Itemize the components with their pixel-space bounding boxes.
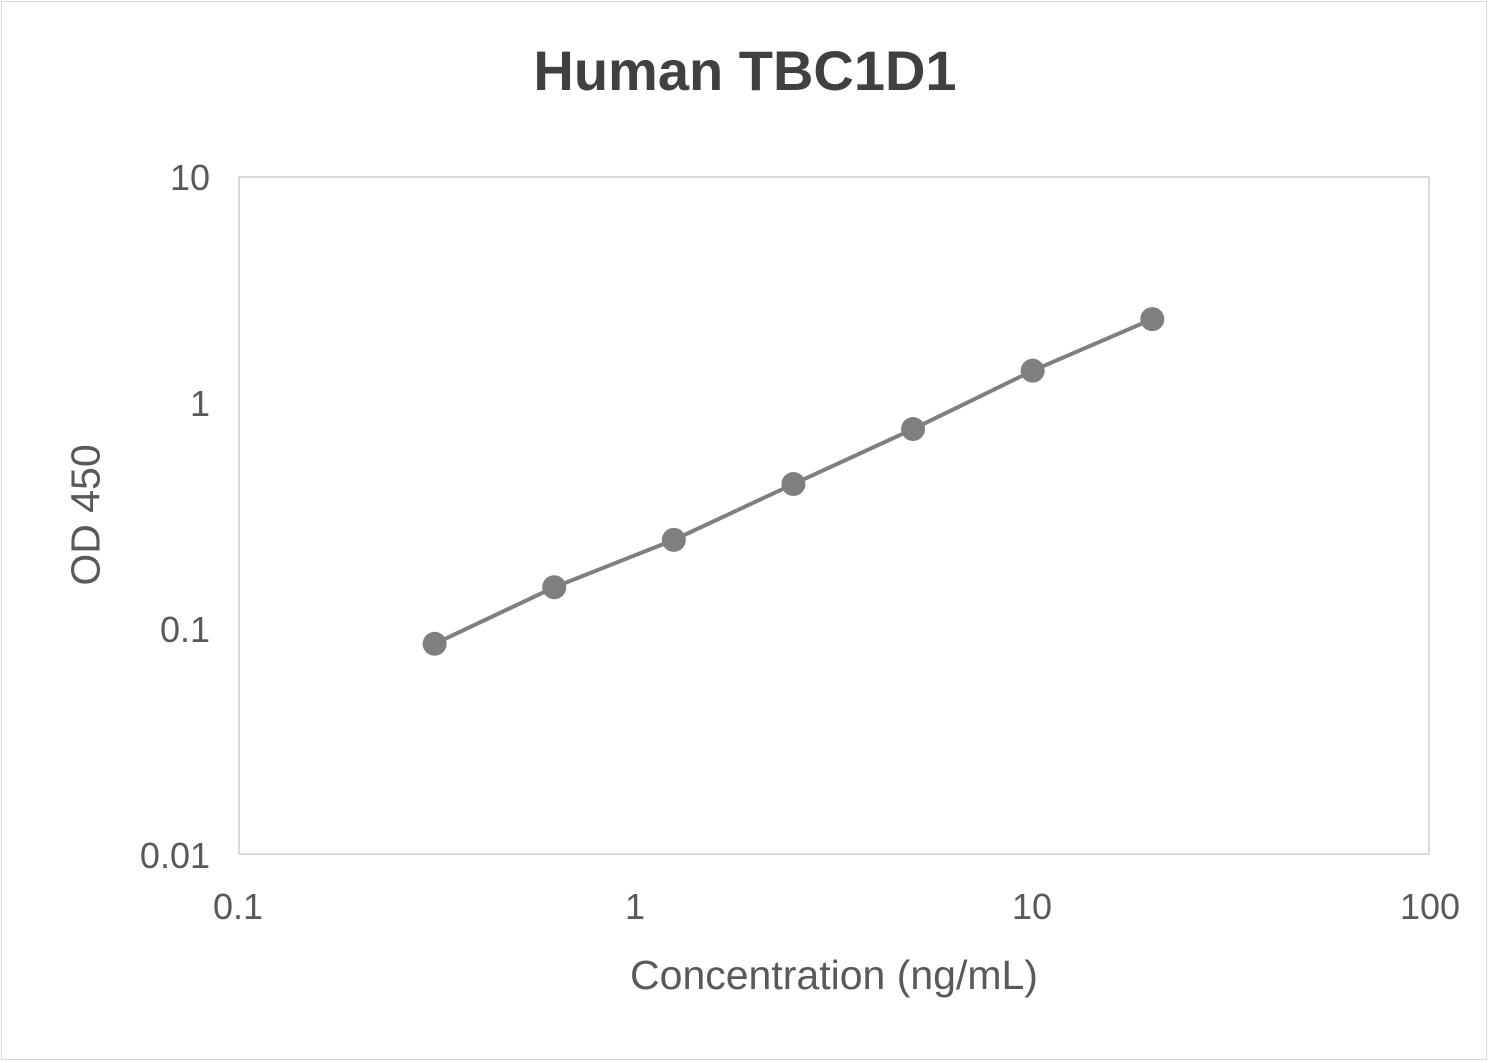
data-point-marker	[901, 417, 926, 442]
data-point-marker	[1020, 358, 1045, 383]
data-point-marker	[422, 631, 447, 656]
x-axis-label: Concentration (ng/mL)	[630, 952, 1038, 998]
chart-title: Human TBC1D1	[533, 39, 957, 102]
x-tick-10: 10	[1011, 886, 1053, 927]
x-tick-1: 1	[624, 886, 646, 927]
data-point-marker	[781, 472, 806, 497]
y-tick-10: 10	[169, 157, 210, 198]
x-tick-100: 100	[1399, 886, 1461, 927]
data-point-marker	[1140, 307, 1165, 332]
plot-area	[238, 176, 1430, 855]
data-point-marker	[542, 575, 567, 600]
data-point-marker	[661, 527, 686, 552]
y-tick-0.01: 0.01	[139, 835, 210, 876]
y-tick-0.1: 0.1	[159, 609, 210, 650]
y-tick-1: 1	[189, 383, 210, 424]
x-tick-0.1: 0.1	[212, 886, 264, 927]
